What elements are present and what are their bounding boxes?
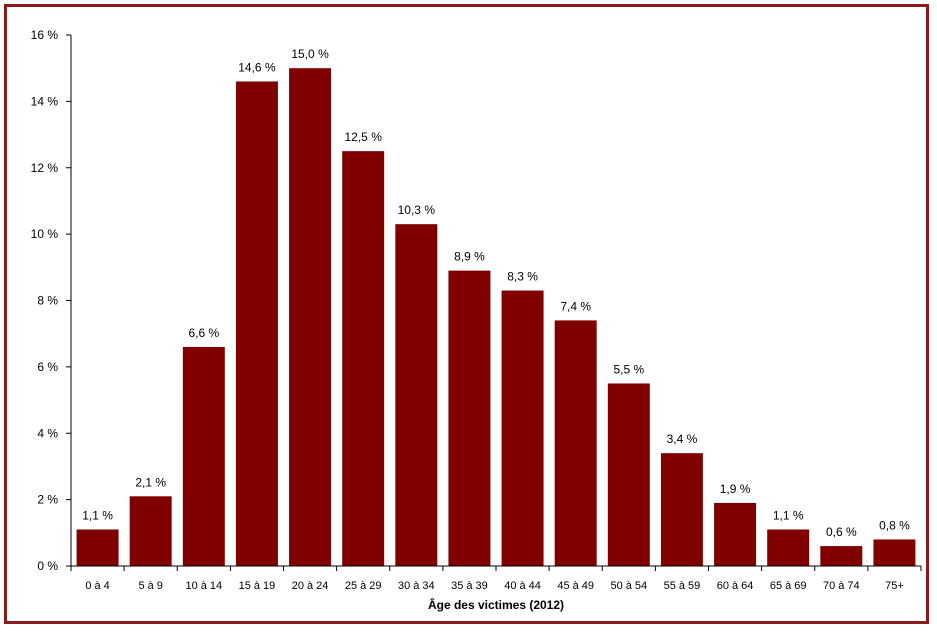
y-tick-label: 6 % bbox=[37, 360, 58, 374]
data-label: 6,6 % bbox=[188, 326, 219, 340]
data-label: 5,5 % bbox=[613, 362, 644, 376]
bar bbox=[395, 224, 438, 567]
x-tick-label: 30 à 34 bbox=[398, 580, 435, 592]
x-tick-label: 70 à 74 bbox=[823, 580, 860, 592]
bars bbox=[76, 68, 916, 567]
bar bbox=[501, 290, 544, 566]
x-tick-label: 25 à 29 bbox=[345, 580, 382, 592]
x-tick-label: 50 à 54 bbox=[610, 580, 647, 592]
bar bbox=[767, 529, 810, 566]
y-tick-label: 8 % bbox=[37, 294, 58, 308]
data-label: 8,3 % bbox=[507, 270, 538, 284]
bar bbox=[714, 502, 757, 566]
y-tick-label: 10 % bbox=[31, 227, 59, 241]
data-labels: 1,1 % 2,1 % 6,6 % 14,6 % 15,0 % 12,5 % 10,3 % 8… bbox=[82, 47, 910, 539]
bar bbox=[235, 81, 278, 567]
data-label: 1,9 % bbox=[720, 482, 751, 496]
data-label: 14,6 % bbox=[238, 60, 276, 74]
data-label: 7,4 % bbox=[560, 299, 591, 313]
bar bbox=[873, 539, 916, 566]
y-axis: 0 % 2 % 4 % 6 % 8 % 10 % 12 % 14 % 16 % bbox=[31, 28, 72, 573]
x-tick-label: 65 à 69 bbox=[770, 580, 807, 592]
x-tick-label: 75+ bbox=[885, 580, 904, 592]
bar bbox=[342, 151, 385, 566]
y-tick-label: 16 % bbox=[31, 28, 59, 42]
data-label: 1,1 % bbox=[82, 508, 113, 522]
bar bbox=[182, 346, 225, 566]
x-axis: 0 à 4 5 à 9 10 à 14 15 à 19 20 à 24 25 à 29 30… bbox=[70, 565, 922, 592]
bar bbox=[448, 270, 491, 566]
data-label: 8,9 % bbox=[454, 250, 485, 264]
x-tick-label: 20 à 24 bbox=[292, 580, 329, 592]
bar bbox=[607, 383, 650, 566]
x-axis-title: Âge des victimes (2012) bbox=[428, 597, 564, 612]
bar bbox=[660, 453, 703, 566]
x-tick-label: 10 à 14 bbox=[185, 580, 222, 592]
bar bbox=[289, 68, 332, 566]
y-tick-label: 4 % bbox=[37, 426, 58, 440]
y-tick-label: 0 % bbox=[37, 559, 58, 573]
x-tick-label: 45 à 49 bbox=[557, 580, 594, 592]
x-tick-label: 15 à 19 bbox=[239, 580, 276, 592]
x-tick-label: 35 à 39 bbox=[451, 580, 488, 592]
bar bbox=[820, 546, 863, 566]
bar bbox=[554, 320, 597, 566]
data-label: 0,8 % bbox=[879, 518, 910, 532]
bar bbox=[129, 496, 172, 566]
data-label: 1,1 % bbox=[773, 508, 804, 522]
x-tick-label: 0 à 4 bbox=[85, 580, 109, 592]
bar bbox=[76, 529, 119, 566]
data-label: 2,1 % bbox=[135, 475, 166, 489]
x-tick-label: 5 à 9 bbox=[138, 580, 162, 592]
x-tick-label: 60 à 64 bbox=[717, 580, 754, 592]
y-tick-label: 2 % bbox=[37, 493, 58, 507]
y-tick-label: 12 % bbox=[31, 161, 59, 175]
data-label: 3,4 % bbox=[667, 432, 698, 446]
data-label: 15,0 % bbox=[291, 47, 329, 61]
data-label: 10,3 % bbox=[398, 203, 436, 217]
data-label: 0,6 % bbox=[826, 525, 857, 539]
x-tick-label: 55 à 59 bbox=[664, 580, 701, 592]
x-tick-label: 40 à 44 bbox=[504, 580, 541, 592]
y-tick-label: 14 % bbox=[31, 94, 59, 108]
data-label: 12,5 % bbox=[345, 130, 383, 144]
